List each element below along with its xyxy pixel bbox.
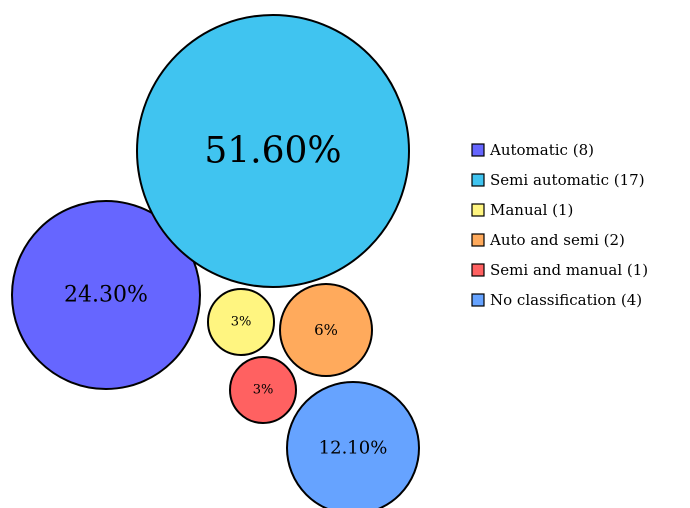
legend-item: Auto and semi (2) xyxy=(471,231,625,249)
legend-swatch xyxy=(471,263,485,277)
legend-swatch xyxy=(471,203,485,217)
bubble: 3% xyxy=(207,288,275,356)
bubble-circle xyxy=(286,381,420,508)
legend-label: Manual (1) xyxy=(490,201,573,219)
bubble-percent-label: 12.10% xyxy=(319,438,388,459)
bubble-percent-label: 51.60% xyxy=(204,131,341,172)
legend-label: No classification (4) xyxy=(490,291,642,309)
bubble: 6% xyxy=(279,283,373,377)
bubble-percent-label: 6% xyxy=(314,321,338,339)
legend-label: Auto and semi (2) xyxy=(489,231,625,249)
bubble-circle xyxy=(136,14,410,288)
bubble: 51.60% xyxy=(136,14,410,288)
bubble: 24.30% xyxy=(11,200,201,390)
legend-swatch xyxy=(471,173,485,187)
legend-swatch xyxy=(471,143,485,157)
bubble: 12.10% xyxy=(286,381,420,508)
legend-item: Semi and manual (1) xyxy=(471,261,648,279)
bubble-circle xyxy=(11,200,201,390)
legend-item: Manual (1) xyxy=(471,201,573,219)
bubble-circle xyxy=(279,283,373,377)
bubble-percent-label: 24.30% xyxy=(64,283,148,308)
legend-swatch xyxy=(471,233,485,247)
legend: Automatic (8) Semi automatic (17) Manual (… xyxy=(471,141,648,309)
bubble-circle xyxy=(207,288,275,356)
legend-item: Semi automatic (17) xyxy=(471,171,645,189)
legend-label: Semi and manual (1) xyxy=(490,261,648,279)
legend-label: Automatic (8) xyxy=(489,141,594,159)
bubble-circle xyxy=(229,356,297,424)
legend-swatch xyxy=(471,293,485,307)
bubble: 3% xyxy=(229,356,297,424)
legend-label: Semi automatic (17) xyxy=(490,171,645,189)
legend-item: Automatic (8) xyxy=(471,141,594,159)
bubble-percent-label: 3% xyxy=(253,383,274,398)
legend-item: No classification (4) xyxy=(471,291,642,309)
bubbles: 24.30% 51.60% 3% 6% 3% 12.10% xyxy=(11,14,420,508)
bubble-percent-label: 3% xyxy=(231,315,252,330)
